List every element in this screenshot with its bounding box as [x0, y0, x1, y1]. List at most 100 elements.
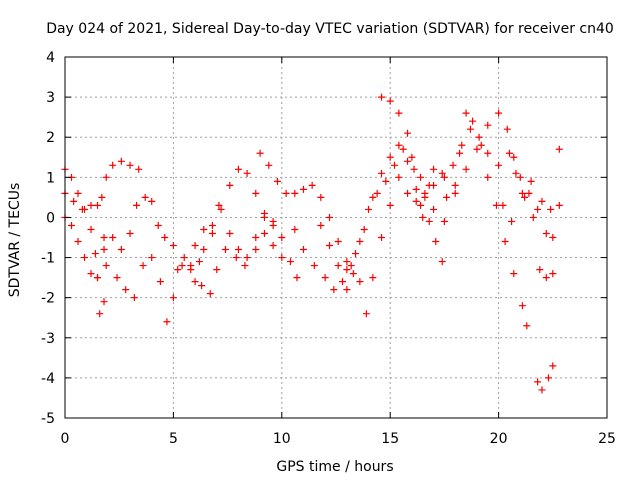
- data-point: [412, 185, 420, 193]
- data-point: [343, 266, 351, 274]
- data-point: [310, 262, 318, 270]
- series-arc-16: [443, 109, 557, 278]
- data-point: [505, 149, 513, 157]
- data-point: [349, 270, 357, 278]
- data-point: [215, 201, 223, 209]
- data-point: [113, 274, 121, 282]
- data-point: [438, 258, 446, 266]
- data-point: [200, 225, 208, 233]
- data-point: [241, 262, 249, 270]
- y-tick-label: -1: [41, 251, 55, 267]
- data-point: [260, 229, 268, 237]
- data-point: [451, 181, 459, 189]
- data-point: [191, 278, 199, 286]
- data-point: [100, 246, 108, 254]
- data-point: [87, 270, 95, 278]
- data-point: [161, 234, 169, 241]
- data-point: [291, 225, 299, 233]
- data-point: [334, 238, 342, 246]
- series-arc-15: [430, 125, 537, 221]
- data-point: [538, 386, 546, 394]
- data-point: [102, 262, 110, 270]
- data-point: [148, 254, 156, 262]
- y-tick-label: -5: [41, 411, 55, 427]
- data-point: [278, 234, 286, 241]
- data-point: [273, 177, 281, 185]
- data-point: [451, 189, 459, 197]
- series-arc-12: [343, 173, 429, 318]
- data-point: [213, 266, 221, 274]
- data-point: [510, 153, 518, 161]
- data-point: [70, 197, 78, 205]
- data-point: [382, 177, 390, 185]
- data-point: [404, 189, 412, 197]
- x-axis-label: GPS time / hours: [276, 459, 393, 475]
- data-point: [81, 254, 89, 262]
- data-point: [417, 173, 425, 181]
- data-point: [495, 109, 503, 117]
- data-point: [278, 254, 286, 262]
- data-point: [252, 234, 260, 241]
- data-point: [534, 205, 542, 213]
- data-point: [421, 189, 429, 197]
- data-point: [187, 262, 195, 270]
- data-point: [404, 157, 412, 165]
- data-point: [100, 234, 108, 241]
- data-point: [169, 294, 177, 302]
- plot-frame: [64, 56, 608, 419]
- data-point: [356, 278, 364, 286]
- y-tick-label: 3: [46, 90, 55, 106]
- data-point: [195, 258, 203, 266]
- data-point: [260, 209, 268, 217]
- data-point: [360, 225, 368, 233]
- series-arc-7: [174, 221, 277, 298]
- data-point: [529, 213, 537, 221]
- data-point: [269, 242, 277, 250]
- data-point: [139, 262, 147, 270]
- data-point: [440, 173, 448, 181]
- data-point: [156, 278, 164, 286]
- series-arc-11: [317, 141, 446, 274]
- y-axis-label: SDTVAR / TECUs: [7, 183, 23, 298]
- data-point: [512, 169, 520, 177]
- data-point: [542, 229, 550, 237]
- data-point: [430, 181, 438, 189]
- data-point: [419, 213, 427, 221]
- data-point: [221, 246, 229, 254]
- data-point: [217, 205, 225, 213]
- series-arc-4: [96, 157, 143, 318]
- data-point: [369, 193, 377, 201]
- data-point: [536, 266, 544, 274]
- data-point: [126, 229, 134, 237]
- y-tick-label: -4: [41, 371, 55, 387]
- data-point: [148, 197, 156, 205]
- data-point: [386, 201, 394, 209]
- data-point: [356, 238, 364, 246]
- data-point: [417, 201, 425, 209]
- data-point: [91, 250, 99, 258]
- data-point: [96, 310, 104, 318]
- data-point: [232, 254, 240, 262]
- data-point: [555, 201, 563, 209]
- data-point: [109, 161, 117, 169]
- data-point: [430, 165, 438, 173]
- data-point: [100, 298, 108, 306]
- data-point: [410, 165, 418, 173]
- data-point: [122, 286, 130, 294]
- data-point: [191, 242, 199, 250]
- data-point: [386, 153, 394, 161]
- data-point: [339, 278, 347, 286]
- data-point: [94, 201, 102, 209]
- data-point: [425, 217, 433, 225]
- data-point: [462, 109, 470, 117]
- data-point: [325, 213, 333, 221]
- data-point: [484, 121, 492, 129]
- data-point: [206, 290, 214, 298]
- data-point: [523, 322, 531, 330]
- data-point: [180, 254, 188, 262]
- data-point: [542, 274, 550, 282]
- data-point: [256, 149, 264, 157]
- data-point: [399, 145, 407, 153]
- data-point: [133, 201, 141, 209]
- data-point: [362, 310, 370, 318]
